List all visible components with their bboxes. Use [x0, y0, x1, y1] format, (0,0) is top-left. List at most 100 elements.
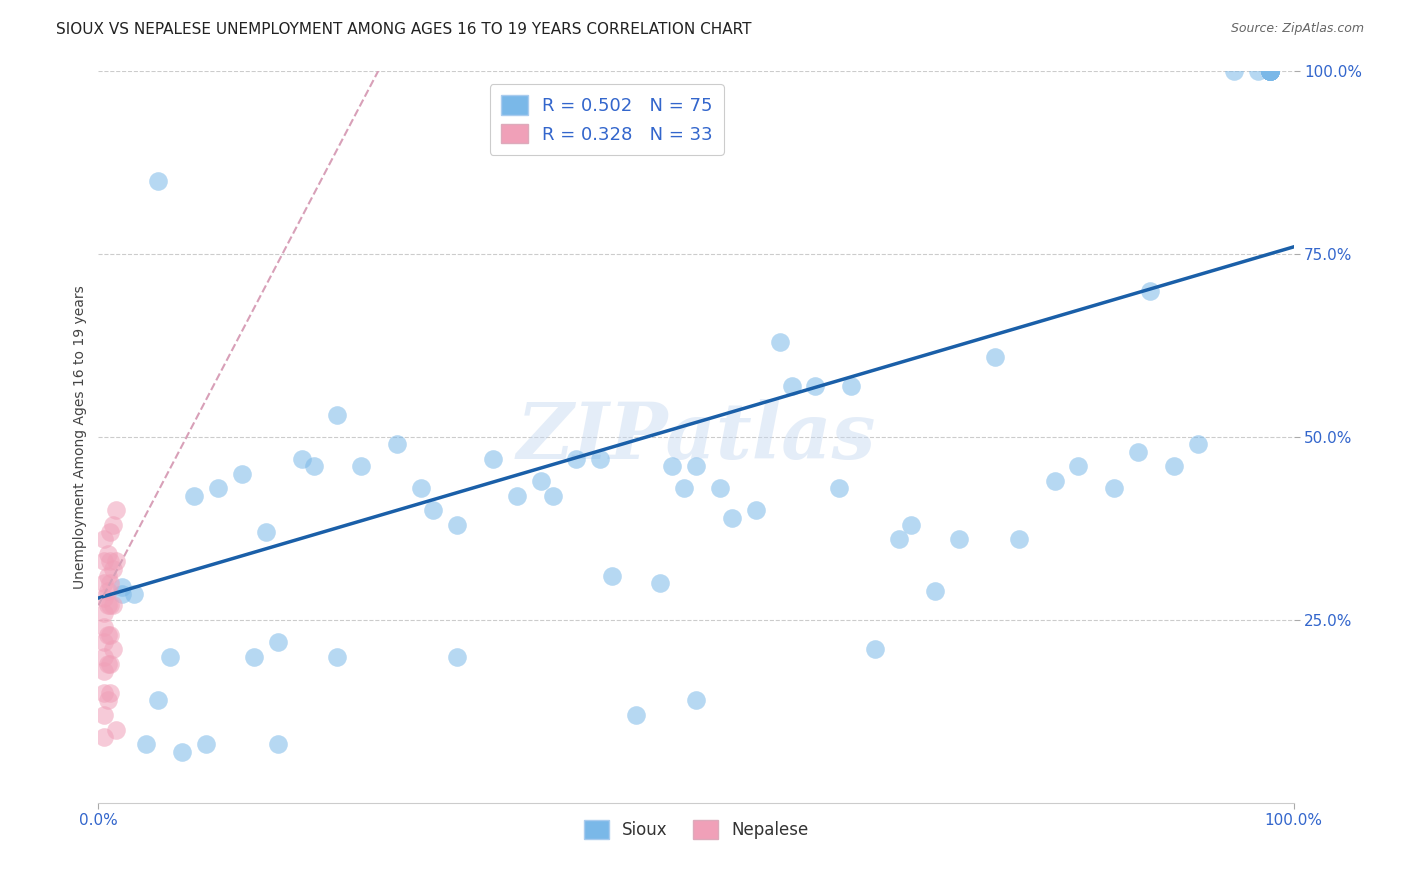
Point — [111, 580, 134, 594]
Point — [1258, 64, 1281, 78]
Point — [159, 649, 181, 664]
Point — [385, 437, 409, 451]
Point — [243, 649, 266, 664]
Point — [97, 583, 120, 598]
Point — [984, 350, 1007, 364]
Point — [1258, 64, 1281, 78]
Point — [124, 587, 146, 601]
Point — [254, 525, 277, 540]
Point — [105, 503, 128, 517]
Point — [291, 452, 314, 467]
Point — [98, 554, 122, 568]
Point — [1258, 64, 1281, 78]
Point — [709, 481, 731, 495]
Point — [768, 334, 790, 349]
Point — [1223, 64, 1246, 78]
Point — [93, 591, 115, 605]
Point — [1258, 64, 1281, 78]
Point — [98, 525, 122, 540]
Point — [481, 452, 505, 467]
Point — [661, 459, 683, 474]
Point — [93, 576, 115, 591]
Point — [93, 730, 115, 744]
Point — [1258, 64, 1281, 78]
Point — [1247, 64, 1270, 78]
Point — [745, 503, 768, 517]
Point — [506, 489, 529, 503]
Point — [98, 627, 122, 641]
Point — [1104, 481, 1126, 495]
Y-axis label: Unemployment Among Ages 16 to 19 years: Unemployment Among Ages 16 to 19 years — [73, 285, 87, 589]
Point — [98, 576, 122, 591]
Point — [530, 474, 553, 488]
Point — [565, 452, 588, 467]
Point — [1258, 64, 1281, 78]
Point — [422, 503, 444, 517]
Point — [135, 737, 157, 751]
Point — [1187, 437, 1209, 451]
Point — [1008, 533, 1031, 547]
Point — [446, 517, 468, 532]
Point — [889, 533, 911, 547]
Point — [97, 569, 120, 583]
Point — [1128, 444, 1150, 458]
Text: SIOUX VS NEPALESE UNEMPLOYMENT AMONG AGES 16 TO 19 YEARS CORRELATION CHART: SIOUX VS NEPALESE UNEMPLOYMENT AMONG AGE… — [56, 22, 752, 37]
Point — [267, 635, 290, 649]
Point — [101, 517, 124, 532]
Text: Source: ZipAtlas.com: Source: ZipAtlas.com — [1230, 22, 1364, 36]
Point — [446, 649, 468, 664]
Point — [1258, 64, 1281, 78]
Point — [350, 459, 373, 474]
Point — [101, 599, 124, 613]
Point — [411, 481, 433, 495]
Point — [93, 686, 115, 700]
Point — [148, 693, 170, 707]
Point — [828, 481, 851, 495]
Point — [97, 627, 120, 641]
Point — [207, 481, 229, 495]
Point — [172, 745, 194, 759]
Point — [326, 649, 349, 664]
Point — [804, 379, 827, 393]
Point — [865, 642, 887, 657]
Point — [648, 576, 672, 591]
Point — [1258, 64, 1281, 78]
Point — [231, 467, 253, 481]
Point — [1067, 459, 1090, 474]
Point — [326, 408, 349, 422]
Point — [541, 489, 564, 503]
Point — [93, 554, 115, 568]
Point — [841, 379, 863, 393]
Point — [1139, 284, 1161, 298]
Point — [148, 174, 170, 188]
Point — [97, 599, 120, 613]
Point — [97, 547, 120, 561]
Point — [721, 510, 744, 524]
Point — [900, 517, 922, 532]
Point — [93, 606, 115, 620]
Point — [780, 379, 803, 393]
Point — [183, 489, 205, 503]
Point — [1258, 64, 1281, 78]
Point — [93, 620, 115, 634]
Point — [1258, 64, 1281, 78]
Point — [267, 737, 290, 751]
Point — [98, 599, 122, 613]
Point — [93, 649, 115, 664]
Point — [1043, 474, 1066, 488]
Point — [101, 562, 124, 576]
Point — [195, 737, 218, 751]
Point — [685, 459, 707, 474]
Point — [948, 533, 970, 547]
Point — [98, 657, 122, 671]
Point — [98, 686, 122, 700]
Point — [105, 554, 128, 568]
Point — [685, 693, 707, 707]
Point — [105, 723, 128, 737]
Point — [673, 481, 696, 495]
Legend: Sioux, Nepalese: Sioux, Nepalese — [576, 814, 815, 846]
Point — [589, 452, 612, 467]
Point — [97, 657, 120, 671]
Point — [111, 587, 134, 601]
Point — [1163, 459, 1185, 474]
